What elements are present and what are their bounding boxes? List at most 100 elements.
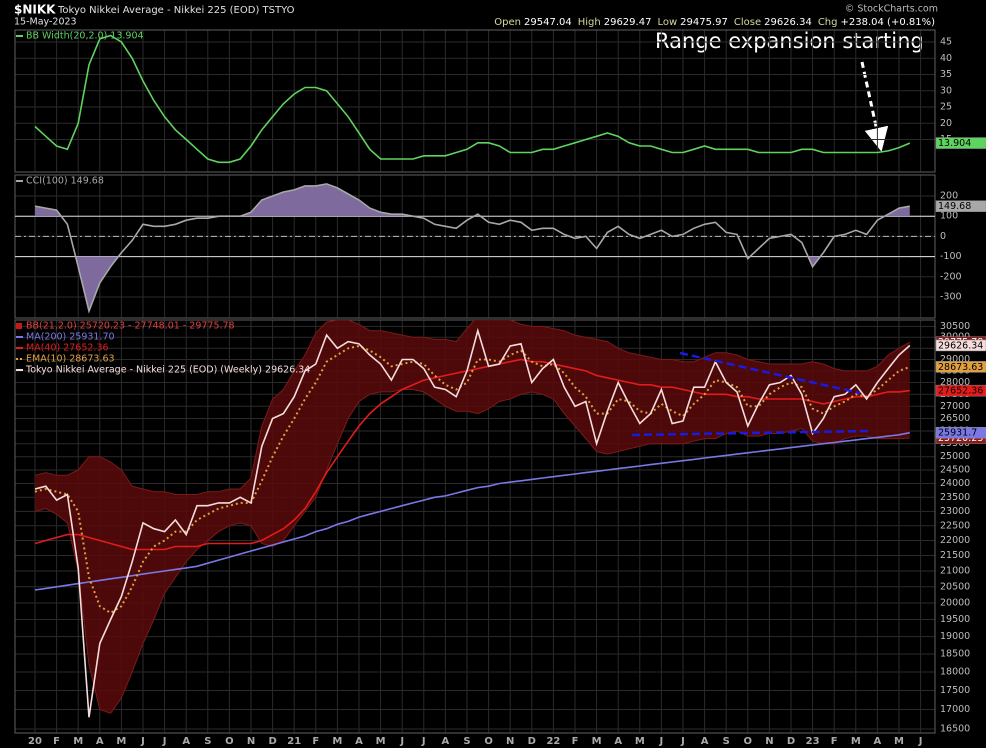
y-tick-label: 20500: [940, 581, 970, 592]
value-tag: [935, 426, 986, 439]
x-tick-label: A: [874, 736, 882, 747]
y-tick-label: 16500: [940, 724, 970, 735]
series-line: [34, 183, 910, 314]
quote-label: High: [578, 17, 601, 28]
x-tick-label: M: [635, 736, 645, 747]
x-tick-label: J: [659, 736, 664, 747]
series-line: [34, 344, 911, 615]
y-tick-label: 35: [940, 69, 952, 80]
y-tick-label: 200: [940, 191, 958, 202]
x-tick-label: S: [723, 736, 730, 747]
y-tick-label: 17500: [940, 685, 970, 696]
legend-label: MA(40) 27652.36: [26, 343, 109, 354]
value-tag-label: 13.904: [938, 138, 971, 149]
panel-frame: [14, 29, 936, 173]
x-tick-label: A: [355, 736, 363, 747]
y-tick-label: 19000: [940, 631, 970, 642]
panel-frame: [14, 174, 936, 319]
x-tick-label: J: [918, 736, 923, 747]
y-tick-label: 27000: [940, 401, 970, 412]
x-tick-label: A: [701, 736, 709, 747]
x-tick-label: S: [463, 736, 470, 747]
x-tick-label: M: [851, 736, 861, 747]
quote-value: 29626.34: [764, 17, 812, 28]
x-tick-label: N: [506, 736, 514, 747]
x-tick-label: M: [116, 736, 126, 747]
x-tick-label: O: [744, 736, 753, 747]
quote-label: Open: [494, 17, 521, 28]
legend-swatch: [16, 323, 22, 329]
x-tick-label: J: [162, 736, 167, 747]
panel: [34, 320, 911, 718]
y-tick-label: 40: [940, 53, 952, 64]
y-tick-label: 100: [940, 211, 958, 222]
value-tag: [935, 339, 986, 352]
x-tick-label: J: [140, 736, 145, 747]
date: 15-May-2023: [14, 17, 77, 28]
quote-label: Close: [734, 17, 761, 28]
y-tick-label: 19500: [940, 614, 970, 625]
series-line: [34, 327, 911, 718]
x-tick-label: M: [332, 736, 342, 747]
security-name: Tokyo Nikkei Average - Nikkei 225 (EOD) …: [57, 5, 295, 16]
y-tick-label: 24500: [940, 464, 970, 475]
y-tick-label: 22000: [940, 535, 970, 546]
y-tick-label: -100: [940, 251, 962, 262]
x-tick-label: F: [53, 736, 60, 747]
y-tick-label: 25000: [940, 451, 970, 462]
quote-value: 29629.47: [604, 17, 652, 28]
band-fill: [35, 320, 910, 714]
quote-label: Low: [657, 17, 677, 28]
y-tick-label: 26500: [940, 413, 970, 424]
quote-value: 29547.04: [524, 17, 572, 28]
x-tick-label: N: [247, 736, 255, 747]
x-tick-label: F: [312, 736, 319, 747]
y-tick-label: 18000: [940, 666, 970, 677]
quote-line: Open 29547.04 High 29629.47 Low 29475.97 Close…: [494, 17, 935, 28]
value-tag: [935, 137, 986, 149]
quote-value: 29475.97: [680, 17, 728, 28]
x-tick-label: J: [680, 736, 685, 747]
value-tag-label: 149.68: [938, 201, 971, 212]
x-tick-label: A: [614, 736, 622, 747]
legend-label: BB(21,2.0) 25720.23 - 27748.01 - 29775.7…: [26, 321, 235, 332]
y-tick-label: -300: [940, 291, 962, 302]
band-edge: [34, 389, 910, 714]
annotation: Range expansion starting: [655, 29, 924, 53]
x-tick-label: A: [96, 736, 104, 747]
y-tick-label: 23000: [940, 506, 970, 517]
x-tick-label: J: [399, 736, 404, 747]
x-tick-label: O: [484, 736, 493, 747]
legend-label: EMA(10) 28673.63: [26, 354, 115, 365]
value-tag-label: 25931.7: [938, 428, 977, 439]
x-tick-label: D: [528, 736, 536, 747]
x-tick-label: M: [376, 736, 386, 747]
x-tick-label: N: [765, 736, 773, 747]
y-tick-label: 17000: [940, 704, 970, 715]
x-tick-label: J: [421, 736, 426, 747]
value-tag: [935, 361, 986, 373]
value-tag: [935, 200, 986, 212]
value-tag-label: 29626.34: [938, 340, 983, 351]
y-tick-label: 22500: [940, 520, 970, 531]
x-tick-label: M: [592, 736, 602, 747]
series-line: [34, 34, 911, 164]
y-tick-label: 28000: [940, 377, 970, 388]
panel: [34, 34, 911, 164]
x-tick-label: S: [204, 736, 211, 747]
y-tick-label: 23500: [940, 492, 970, 503]
x-tick-label: A: [442, 736, 450, 747]
series-line: [34, 431, 910, 591]
legend-label: BB Width(20,2.0) 13.904: [26, 31, 144, 42]
x-tick-label: F: [572, 736, 579, 747]
panel: [15, 183, 935, 314]
legend-label: CCI(100) 149.68: [26, 176, 104, 187]
value-tag: [935, 384, 986, 397]
trend-line: [679, 351, 861, 395]
x-tick-label: M: [894, 736, 904, 747]
y-tick-label: 0: [940, 231, 946, 242]
y-tick-label: 21500: [940, 550, 970, 561]
x-tick-label: A: [182, 736, 190, 747]
x-tick-label: 20: [28, 736, 42, 747]
